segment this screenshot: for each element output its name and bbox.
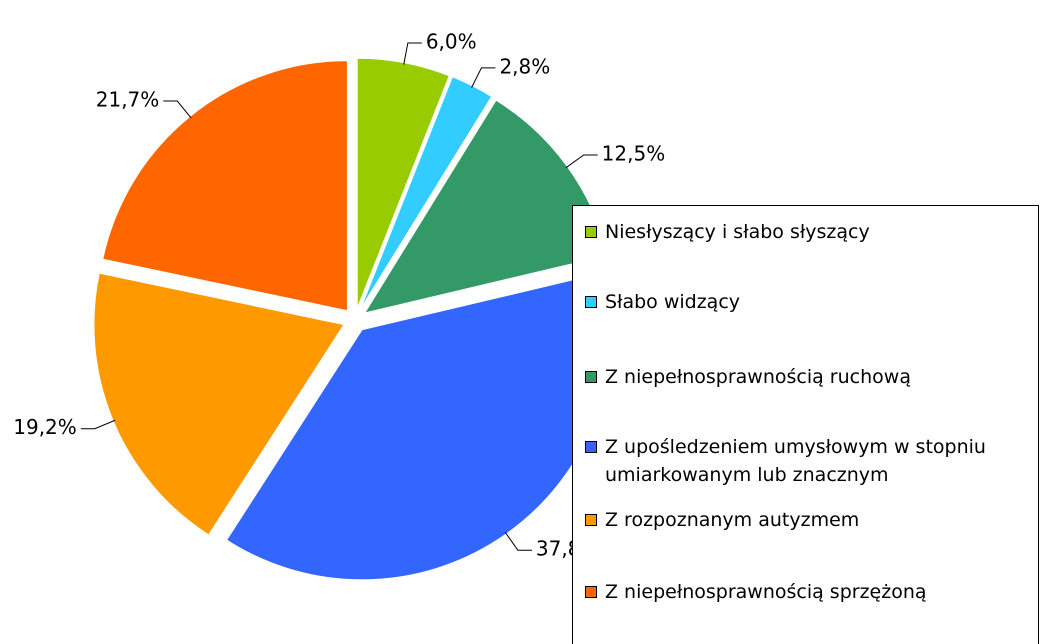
legend-swatch (585, 514, 597, 526)
legend-label: Z niepełnosprawnością ruchową (605, 366, 911, 388)
legend-item: Słabo widzący (585, 288, 1040, 316)
legend-label: Z upośledzeniem umysłowym w stopniu umia… (605, 436, 986, 486)
leader-line (80, 419, 116, 430)
legend-item: Z upośledzeniem umysłowym w stopniu umia… (585, 433, 1040, 489)
legend-item: Z niepełnosprawnością sprzężoną (585, 578, 1040, 606)
legend: Niesłyszący i słabo słyszący Słabo widząc… (572, 205, 1039, 644)
leader-line (403, 42, 422, 65)
legend-swatch (585, 296, 597, 308)
legend-swatch (585, 226, 597, 238)
data-label: 12,5% (602, 141, 666, 165)
data-label: 6,0% (426, 29, 477, 53)
data-label: 2,8% (499, 54, 550, 78)
legend-swatch (585, 371, 597, 383)
legend-label: Z rozpoznanym autyzmem (605, 509, 860, 531)
leader-line (163, 100, 192, 119)
leader-line (471, 67, 496, 88)
leader-line (565, 154, 598, 169)
legend-item: Z rozpoznanym autyzmem (585, 506, 1040, 534)
legend-swatch (585, 441, 597, 453)
data-label: 19,2% (13, 415, 77, 439)
legend-item: Z niepełnosprawnością ruchową (585, 363, 1040, 391)
legend-item: Niesłyszący i słabo słyszący (585, 218, 1040, 246)
legend-swatch (585, 586, 597, 598)
leader-line (504, 531, 532, 551)
legend-label: Niesłyszący i słabo słyszący (605, 221, 870, 243)
legend-label: Z niepełnosprawnością sprzężoną (605, 581, 927, 603)
data-label: 21,7% (96, 88, 160, 112)
legend-label: Słabo widzący (605, 291, 741, 313)
